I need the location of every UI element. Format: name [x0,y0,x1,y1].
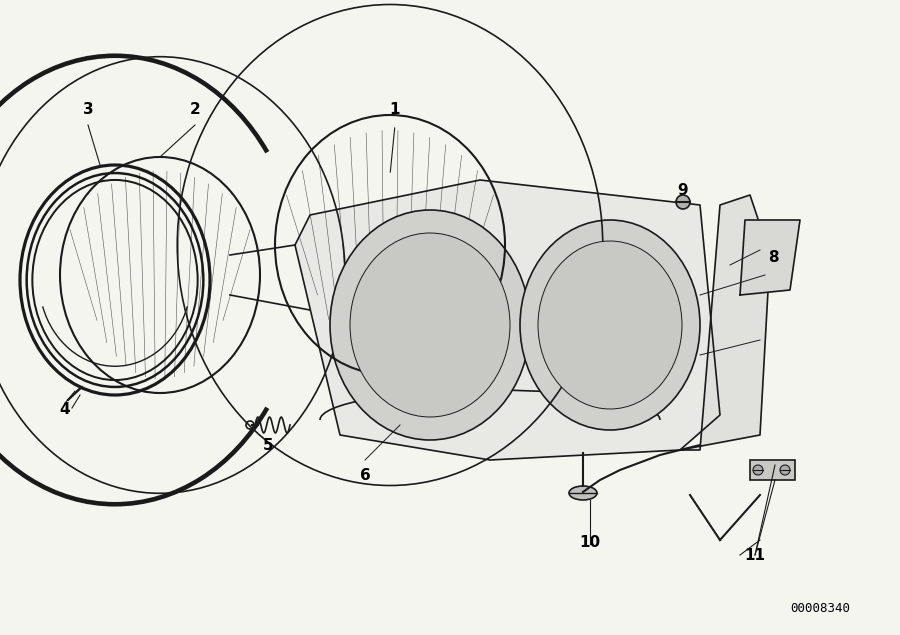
Text: 4: 4 [59,402,70,417]
Ellipse shape [330,210,530,440]
Ellipse shape [520,220,700,430]
Text: 8: 8 [768,250,778,265]
Text: 3: 3 [83,102,94,117]
Text: 9: 9 [678,183,688,198]
Polygon shape [680,195,770,450]
Circle shape [676,195,690,209]
Circle shape [753,465,763,475]
Text: 6: 6 [360,468,371,483]
Ellipse shape [350,233,510,417]
Ellipse shape [538,241,682,409]
Text: 00008340: 00008340 [790,602,850,615]
Text: 11: 11 [744,548,766,563]
Polygon shape [740,220,800,295]
Ellipse shape [569,486,597,500]
Polygon shape [295,180,720,460]
Text: 5: 5 [263,438,274,453]
Circle shape [780,465,790,475]
Text: 1: 1 [390,102,400,117]
Text: 2: 2 [190,102,201,117]
Bar [750,460,795,480]
Text: 10: 10 [580,535,600,550]
